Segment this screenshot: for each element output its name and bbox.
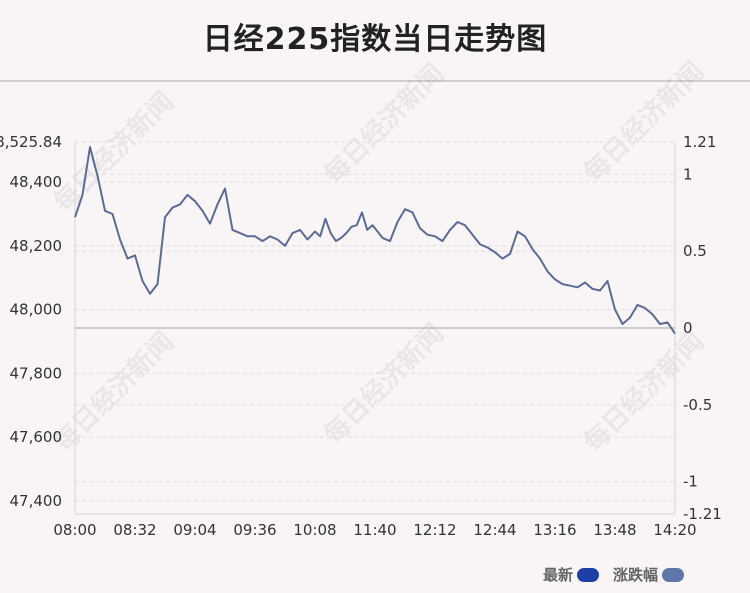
y-left-tick-label: 48,200 [10, 237, 63, 255]
legend-label-change: 涨跌幅 [612, 566, 658, 584]
chart-title: 日经225指数当日走势图 [202, 22, 548, 57]
y-left-tick-label: 48,400 [10, 173, 63, 191]
series-line-latest [74, 146, 676, 335]
legend-item-latest: 最新 [543, 564, 599, 585]
y-right-tick-label: 0.5 [683, 242, 707, 260]
y-left-tick-label: 47,400 [10, 492, 63, 510]
y-left-tick-label: 47,800 [10, 364, 63, 382]
y-left-tick-label: 48,000 [10, 301, 63, 319]
x-tick-label: 09:36 [233, 521, 276, 539]
x-tick-label: 14:20 [653, 521, 696, 539]
y-right-tick-label: -0.5 [683, 396, 712, 414]
y-left-tick-label: 47,600 [10, 428, 63, 446]
legend-swatch-change [662, 567, 684, 582]
x-tick-label: 13:48 [593, 521, 636, 539]
x-tick-label: 13:16 [533, 521, 576, 539]
watermark-text: 每日经济新闻 [318, 318, 450, 450]
tick-labels: 48,525.84 48,400 48,200 48,000 47,800 47,600 4… [0, 133, 722, 539]
x-tick-label: 08:00 [53, 521, 96, 539]
series-layer [74, 146, 676, 335]
y-right-tick-label: 1 [683, 165, 693, 183]
axes [74, 142, 676, 515]
x-tick-label: 08:32 [113, 521, 156, 539]
y-right-tick-label: -1 [683, 473, 698, 491]
y-left-tick-label: 48,525.84 [0, 133, 62, 151]
x-tick-label: 09:04 [173, 521, 216, 539]
legend-item-change: 涨跌幅 [613, 564, 684, 585]
title-divider [0, 80, 750, 82]
x-tick-label: 10:08 [293, 521, 336, 539]
watermark-text: 每日经济新闻 [48, 326, 180, 458]
legend-label-latest: 最新 [542, 566, 573, 584]
y-right-tick-label: -1.21 [683, 505, 722, 523]
legend-swatch-latest [576, 567, 599, 582]
y-right-tick-label: 1.21 [683, 133, 716, 151]
watermark-text: 每日经济新闻 [48, 86, 180, 218]
legend: 最新 涨跌幅 [543, 564, 684, 585]
x-tick-label: 11:40 [353, 521, 396, 539]
x-tick-label: 12:12 [413, 521, 456, 539]
watermark-text: 每日经济新闻 [578, 326, 710, 458]
x-tick-label: 12:44 [473, 521, 516, 539]
y-right-tick-label: 0 [683, 319, 693, 337]
watermark-text: 每日经济新闻 [318, 58, 450, 190]
